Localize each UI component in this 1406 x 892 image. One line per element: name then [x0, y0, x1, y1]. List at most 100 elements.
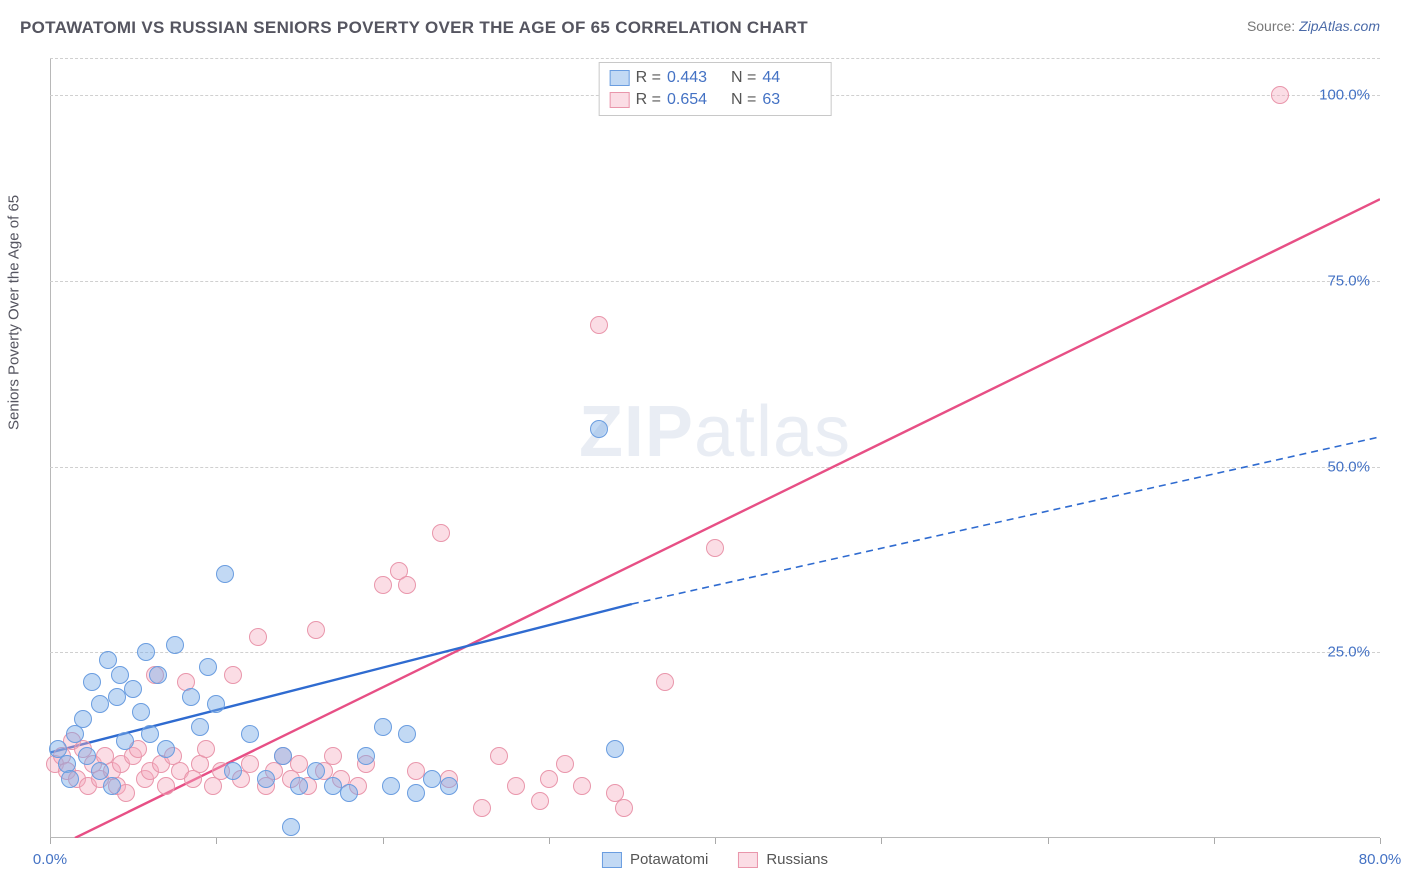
scatter-point-potawatomi [132, 703, 150, 721]
scatter-point-potawatomi [78, 747, 96, 765]
legend-r-value: 0.443 [667, 69, 725, 87]
scatter-point-potawatomi [274, 747, 292, 765]
watermark-text: ZIPatlas [579, 391, 851, 473]
scatter-point-potawatomi [307, 762, 325, 780]
x-tick-mark [549, 838, 550, 844]
scatter-point-potawatomi [91, 695, 109, 713]
scatter-point-potawatomi [340, 784, 358, 802]
scatter-point-potawatomi [141, 725, 159, 743]
scatter-point-potawatomi [103, 777, 121, 795]
scatter-point-potawatomi [382, 777, 400, 795]
plot-area: 0.0%80.0% 25.0%50.0%75.0%100.0% ZIPatlas… [50, 58, 1380, 838]
x-tick-label: 80.0% [1359, 851, 1402, 868]
scatter-point-potawatomi [216, 565, 234, 583]
scatter-point-russians [157, 777, 175, 795]
scatter-point-russians [490, 747, 508, 765]
scatter-point-russians [1271, 86, 1289, 104]
scatter-point-potawatomi [149, 666, 167, 684]
scatter-point-russians [197, 740, 215, 758]
scatter-point-russians [556, 755, 574, 773]
legend-n-label: N = [731, 91, 756, 109]
trend-line [75, 199, 1380, 838]
scatter-point-potawatomi [199, 658, 217, 676]
y-tick-label: 50.0% [1327, 458, 1370, 475]
scatter-point-russians [432, 524, 450, 542]
scatter-point-russians [706, 539, 724, 557]
source-link[interactable]: ZipAtlas.com [1299, 18, 1380, 34]
legend-r-label: R = [636, 91, 661, 109]
legend-n-value: 63 [762, 91, 820, 109]
scatter-point-potawatomi [108, 688, 126, 706]
trend-line [632, 437, 1380, 604]
trend-line [50, 604, 632, 753]
y-axis-line [50, 58, 51, 838]
scatter-point-russians [249, 628, 267, 646]
scatter-point-potawatomi [124, 680, 142, 698]
legend-item: Russians [738, 851, 828, 868]
legend-item: Potawatomi [602, 851, 708, 868]
scatter-point-potawatomi [398, 725, 416, 743]
scatter-point-russians [398, 576, 416, 594]
scatter-point-potawatomi [83, 673, 101, 691]
scatter-point-potawatomi [207, 695, 225, 713]
legend-n-label: N = [731, 69, 756, 87]
scatter-point-russians [224, 666, 242, 684]
y-tick-label: 100.0% [1319, 87, 1370, 104]
scatter-point-potawatomi [116, 732, 134, 750]
source-attribution: Source: ZipAtlas.com [1247, 18, 1380, 34]
scatter-point-russians [407, 762, 425, 780]
scatter-point-potawatomi [440, 777, 458, 795]
x-tick-mark [1214, 838, 1215, 844]
scatter-point-russians [590, 316, 608, 334]
gridline [50, 281, 1380, 282]
x-tick-mark [216, 838, 217, 844]
x-tick-label: 0.0% [33, 851, 67, 868]
scatter-point-potawatomi [290, 777, 308, 795]
scatter-point-russians [241, 755, 259, 773]
legend-r-label: R = [636, 69, 661, 87]
scatter-point-potawatomi [61, 770, 79, 788]
scatter-point-russians [473, 799, 491, 817]
legend-swatch [738, 852, 758, 868]
scatter-point-potawatomi [282, 818, 300, 836]
scatter-point-russians [540, 770, 558, 788]
scatter-point-russians [656, 673, 674, 691]
scatter-point-potawatomi [182, 688, 200, 706]
scatter-point-russians [573, 777, 591, 795]
y-tick-label: 75.0% [1327, 272, 1370, 289]
y-axis-label: Seniors Poverty Over the Age of 65 [6, 195, 23, 430]
series-legend: Potawatomi Russians [602, 851, 828, 868]
legend-n-value: 44 [762, 69, 820, 87]
scatter-point-potawatomi [590, 420, 608, 438]
scatter-point-potawatomi [137, 643, 155, 661]
x-tick-mark [1380, 838, 1381, 844]
scatter-point-russians [531, 792, 549, 810]
legend-row: R = 0.443 N = 44 [610, 67, 821, 89]
gridline [50, 58, 1380, 59]
scatter-point-russians [507, 777, 525, 795]
legend-r-value: 0.654 [667, 91, 725, 109]
scatter-point-potawatomi [407, 784, 425, 802]
scatter-point-potawatomi [166, 636, 184, 654]
scatter-point-potawatomi [191, 718, 209, 736]
gridline [50, 467, 1380, 468]
scatter-point-potawatomi [357, 747, 375, 765]
correlation-legend: R = 0.443 N = 44 R = 0.654 N = 63 [599, 62, 832, 116]
x-tick-mark [881, 838, 882, 844]
legend-label: Russians [766, 851, 828, 868]
scatter-point-russians [307, 621, 325, 639]
scatter-point-potawatomi [224, 762, 242, 780]
x-tick-mark [383, 838, 384, 844]
scatter-point-potawatomi [374, 718, 392, 736]
scatter-point-potawatomi [423, 770, 441, 788]
scatter-point-potawatomi [606, 740, 624, 758]
x-tick-mark [50, 838, 51, 844]
legend-swatch [610, 92, 630, 108]
legend-label: Potawatomi [630, 851, 708, 868]
chart-title: POTAWATOMI VS RUSSIAN SENIORS POVERTY OV… [20, 18, 808, 38]
gridline [50, 652, 1380, 653]
trend-lines-layer [50, 58, 1380, 838]
scatter-point-potawatomi [241, 725, 259, 743]
scatter-point-russians [615, 799, 633, 817]
x-tick-mark [715, 838, 716, 844]
